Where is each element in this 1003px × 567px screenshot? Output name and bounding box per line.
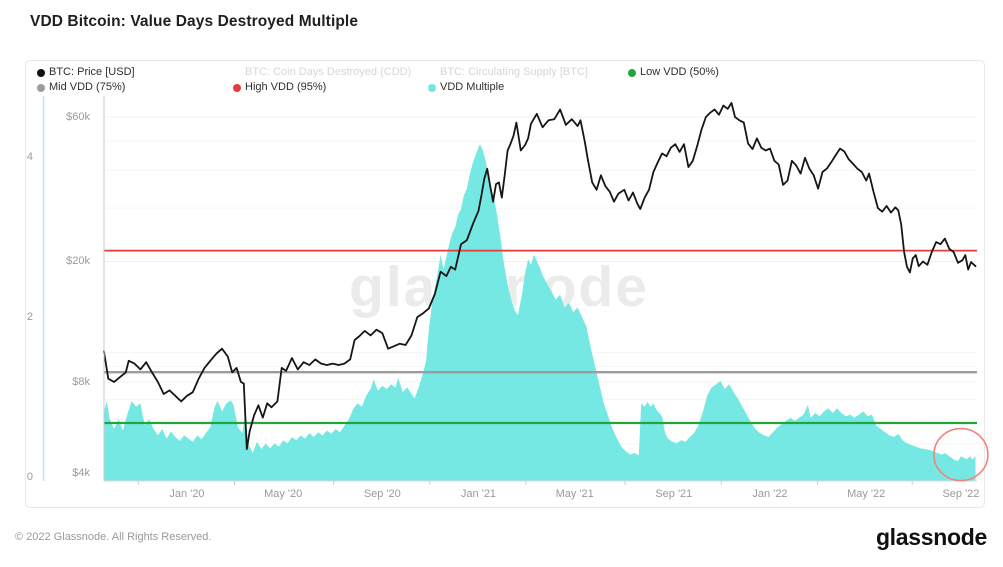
legend-item-mid-vdd-75[interactable]: Mid VDD (75%) xyxy=(37,81,125,94)
legend-item-low-vdd-50[interactable]: Low VDD (50%) xyxy=(628,66,719,79)
legend-item-btc-coin-days-destroyed-cdd[interactable]: BTC: Coin Days Destroyed (CDD) xyxy=(233,66,411,79)
legend-label: BTC: Circulating Supply [BTC] xyxy=(440,66,588,78)
annotation-circle xyxy=(933,427,989,482)
page-footer: © 2022 Glassnode. All Rights Reserved. g… xyxy=(0,522,1003,562)
legend-dot-icon xyxy=(37,83,45,92)
legend-item-btc-price-usd[interactable]: BTC: Price [USD] xyxy=(37,66,135,79)
copyright-text: © 2022 Glassnode. All Rights Reserved. xyxy=(15,531,212,543)
legend-dot-icon xyxy=(628,68,636,77)
legend-label: BTC: Price [USD] xyxy=(49,66,135,78)
legend-label: BTC: Coin Days Destroyed (CDD) xyxy=(245,66,412,78)
legend-dot-icon xyxy=(37,68,45,77)
legend-item-high-vdd-95[interactable]: High VDD (95%) xyxy=(233,81,326,94)
btc-price-line xyxy=(103,102,977,451)
legend-item-vdd-multiple[interactable]: VDD Multiple xyxy=(428,81,504,94)
legend-label: Mid VDD (75%) xyxy=(49,81,126,93)
legend-label: High VDD (95%) xyxy=(245,81,327,93)
glassnode-logo: glassnode xyxy=(875,524,987,550)
legend-item-btc-circulating-supply-btc[interactable]: BTC: Circulating Supply [BTC] xyxy=(428,66,588,79)
legend-label: Low VDD (50%) xyxy=(640,66,719,78)
legend-dot-icon xyxy=(428,83,436,92)
vdd-multiple-area xyxy=(103,144,976,481)
legend-dot-icon xyxy=(233,83,241,92)
legend-label: VDD Multiple xyxy=(440,81,505,93)
page-title: VDD Bitcoin: Value Days Destroyed Multip… xyxy=(30,13,359,30)
